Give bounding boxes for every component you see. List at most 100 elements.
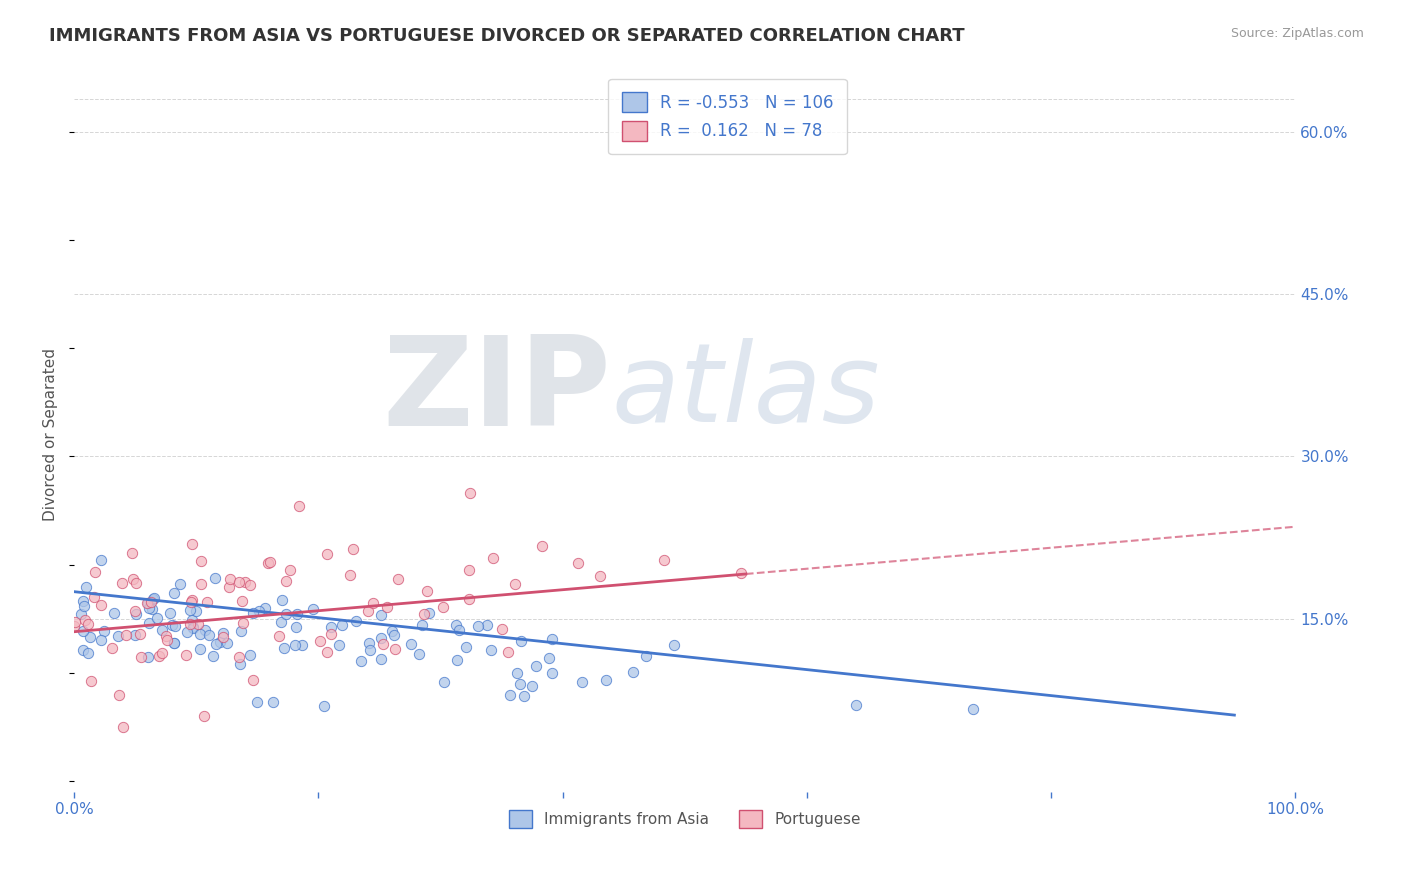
Point	[370, 652, 392, 666]
Point	[652, 553, 675, 567]
Point	[93, 624, 115, 639]
Point	[274, 607, 297, 621]
Point	[271, 592, 294, 607]
Point	[270, 615, 292, 629]
Point	[384, 641, 406, 656]
Point	[302, 602, 325, 616]
Point	[408, 647, 430, 661]
Point	[319, 620, 342, 634]
Point	[188, 641, 211, 656]
Point	[148, 648, 170, 663]
Point	[77, 616, 100, 631]
Text: IMMIGRANTS FROM ASIA VS PORTUGUESE DIVORCED OR SEPARATED CORRELATION CHART: IMMIGRANTS FROM ASIA VS PORTUGUESE DIVOR…	[49, 27, 965, 45]
Point	[77, 646, 100, 660]
Point	[229, 657, 252, 671]
Point	[204, 571, 226, 585]
Point	[193, 709, 215, 723]
Point	[141, 602, 163, 616]
Point	[129, 627, 152, 641]
Point	[315, 645, 337, 659]
Point	[449, 623, 471, 637]
Point	[962, 702, 984, 716]
Point	[446, 617, 468, 632]
Point	[181, 537, 204, 551]
Point	[180, 595, 202, 609]
Point	[114, 628, 136, 642]
Point	[475, 618, 498, 632]
Point	[344, 615, 367, 629]
Point	[312, 699, 335, 714]
Point	[359, 635, 381, 649]
Point	[359, 643, 381, 657]
Point	[233, 574, 256, 589]
Point	[371, 637, 394, 651]
Point	[538, 651, 561, 665]
Point	[146, 611, 169, 625]
Point	[218, 580, 240, 594]
Point	[124, 604, 146, 618]
Point	[136, 650, 159, 665]
Point	[228, 649, 250, 664]
Point	[257, 557, 280, 571]
Legend: Immigrants from Asia, Portuguese: Immigrants from Asia, Portuguese	[502, 804, 868, 834]
Point	[112, 720, 135, 734]
Point	[122, 572, 145, 586]
Point	[176, 624, 198, 639]
Point	[179, 603, 201, 617]
Point	[242, 673, 264, 687]
Point	[186, 604, 208, 618]
Point	[72, 642, 94, 657]
Point	[83, 590, 105, 604]
Point	[510, 634, 533, 648]
Point	[228, 574, 250, 589]
Point	[181, 620, 204, 634]
Point	[124, 628, 146, 642]
Point	[239, 578, 262, 592]
Point	[142, 591, 165, 605]
Point	[138, 600, 160, 615]
Point	[319, 627, 342, 641]
Point	[142, 591, 165, 606]
Point	[150, 646, 173, 660]
Text: atlas: atlas	[612, 338, 880, 445]
Point	[205, 638, 228, 652]
Point	[125, 575, 148, 590]
Point	[188, 626, 211, 640]
Point	[491, 622, 513, 636]
Point	[69, 607, 91, 621]
Point	[239, 648, 262, 662]
Point	[274, 574, 297, 588]
Point	[357, 604, 380, 618]
Point	[571, 675, 593, 690]
Point	[190, 577, 212, 591]
Point	[284, 619, 307, 633]
Point	[72, 594, 94, 608]
Point	[589, 569, 612, 583]
Point	[541, 665, 564, 680]
Point	[541, 632, 564, 646]
Point	[479, 643, 502, 657]
Point	[80, 674, 103, 689]
Point	[136, 596, 159, 610]
Point	[621, 665, 644, 680]
Point	[63, 615, 86, 629]
Point	[259, 555, 281, 569]
Point	[418, 606, 440, 620]
Point	[381, 624, 404, 638]
Point	[136, 596, 159, 610]
Point	[503, 576, 526, 591]
Point	[509, 676, 531, 690]
Point	[482, 551, 505, 566]
Point	[231, 624, 253, 638]
Point	[84, 566, 107, 580]
Point	[399, 637, 422, 651]
Point	[107, 629, 129, 643]
Point	[190, 554, 212, 568]
Point	[522, 679, 544, 693]
Point	[73, 613, 96, 627]
Point	[63, 618, 86, 632]
Point	[150, 623, 173, 637]
Point	[375, 600, 398, 615]
Point	[285, 607, 308, 622]
Point	[198, 628, 221, 642]
